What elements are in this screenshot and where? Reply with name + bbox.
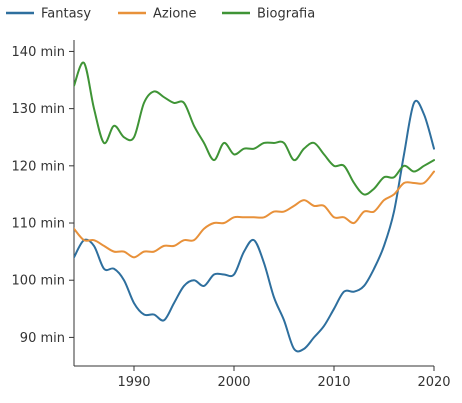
y-tick-label: 120 min: [12, 159, 65, 174]
axes: 90 min 100 min 110 min 120 min 130 min 140 mi…: [12, 40, 451, 390]
series-line-fantasy: [74, 99, 435, 353]
legend-label-fantasy: Fantasy: [41, 7, 91, 22]
y-axis-ticks: 90 min 100 min 110 min 120 min 130 min 140 mi…: [12, 45, 74, 346]
legend-item-fantasy: Fantasy: [6, 7, 91, 22]
legend-item-biografia: Biografia: [222, 7, 315, 22]
y-tick-label: 90 min: [20, 331, 65, 346]
x-tick-label: 1990: [117, 375, 150, 390]
legend-item-azione: Azione: [118, 7, 197, 22]
y-tick-label: 130 min: [12, 102, 65, 117]
legend-label-biografia: Biografia: [257, 7, 315, 22]
legend-label-azione: Azione: [153, 7, 197, 22]
x-axis-ticks: 1990 2000 2010 2020: [117, 366, 451, 390]
x-tick-label: 2000: [217, 375, 250, 390]
x-tick-label: 2010: [317, 375, 350, 390]
series-line-azione: [74, 170, 435, 259]
y-tick-label: 100 min: [12, 274, 65, 289]
plot-area: [74, 61, 435, 353]
y-tick-label: 140 min: [12, 45, 65, 60]
legend: Fantasy Azione Biografia: [6, 7, 315, 22]
x-tick-label: 2020: [417, 375, 450, 390]
y-tick-label: 110 min: [12, 217, 65, 232]
series-line-biografia: [74, 61, 435, 196]
